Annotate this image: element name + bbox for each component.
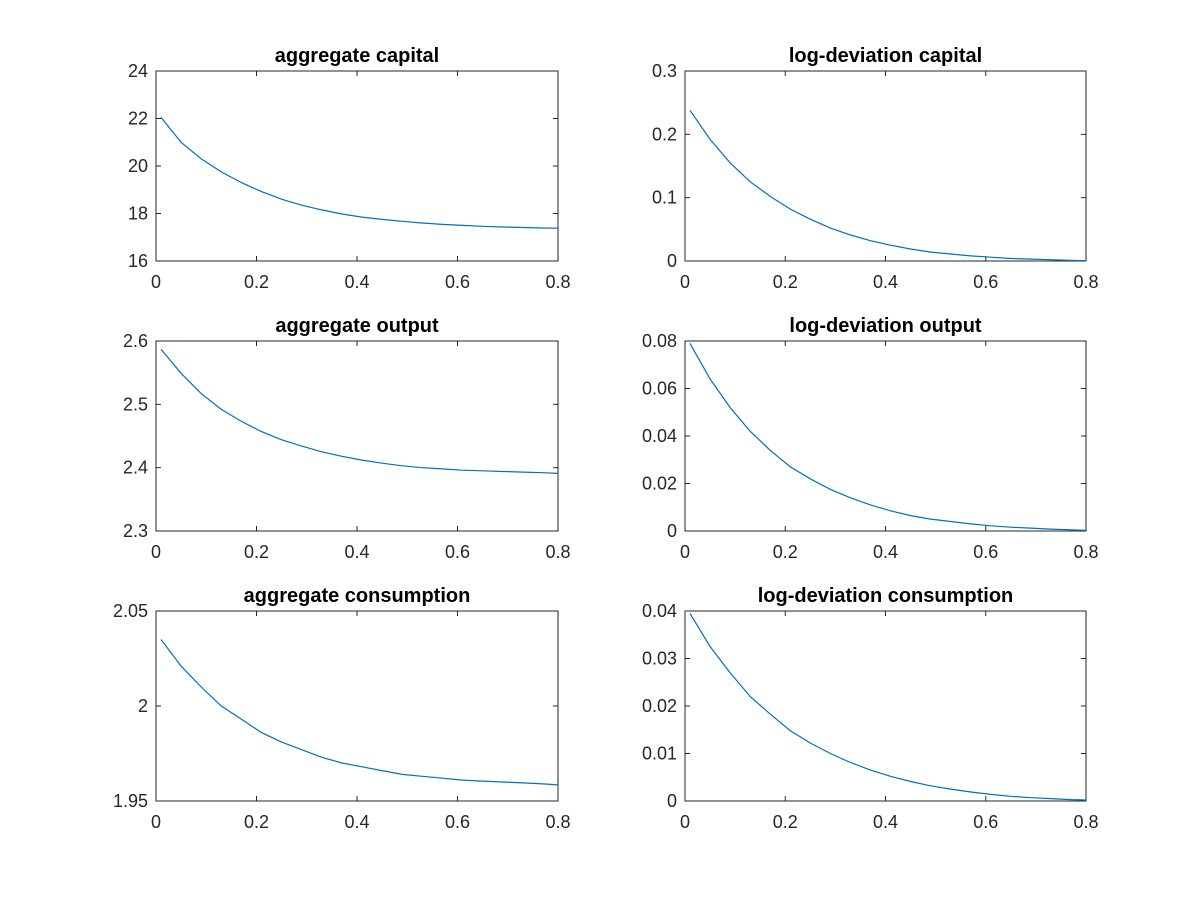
- y-tick-label: 0.02: [642, 474, 677, 494]
- y-tick-label: 2.05: [113, 601, 148, 621]
- x-tick-label: 0: [151, 812, 161, 832]
- axes-box: [155, 610, 559, 802]
- y-tick-label: 0.01: [642, 744, 677, 764]
- x-tick-label: 0.4: [344, 542, 369, 562]
- axes-box: [155, 340, 559, 532]
- x-tick-label: 0.4: [344, 812, 369, 832]
- y-tick-label: 2.4: [123, 458, 148, 478]
- y-tick-label: 0.04: [642, 601, 677, 621]
- y-tick-label: 0.2: [652, 124, 677, 144]
- x-tick-label: 0.8: [545, 272, 570, 292]
- x-tick-label: 0.4: [873, 272, 898, 292]
- series-line-1: [160, 348, 559, 474]
- subplot-6: 0 0.2 0.4 0.6 0.8 0 0.01 0.02 0.03 0.04 log-deviat…: [642, 585, 1099, 832]
- subplot-title: log-deviation output: [789, 315, 982, 337]
- y-tick-label: 16: [128, 251, 148, 271]
- x-tick-label: 0.6: [973, 272, 998, 292]
- x-tick-label: 0.8: [1073, 812, 1098, 832]
- subplot-title: log-deviation consumption: [758, 585, 1014, 607]
- x-tick-label: 0.8: [545, 542, 570, 562]
- series-line-1: [689, 613, 1087, 801]
- y-tick-label: 0: [667, 791, 677, 811]
- subplot-title: aggregate capital: [275, 45, 440, 67]
- y-tick-label: 0.03: [642, 649, 677, 669]
- x-tick-label: 0: [680, 542, 690, 562]
- x-tick-label: 0.2: [244, 812, 269, 832]
- subplot-3: 0 0.2 0.4 0.6 0.8 2.3 2.4 2.5 2.6 aggregate outpu…: [123, 315, 571, 562]
- axes-box: [684, 610, 1087, 802]
- series-line-1: [160, 116, 559, 229]
- x-tick-label: 0.6: [445, 812, 470, 832]
- y-tick-label: 20: [128, 156, 148, 176]
- y-tick-label: 1.95: [113, 791, 148, 811]
- x-tick-label: 0: [151, 542, 161, 562]
- subplot-5: 0 0.2 0.4 0.6 0.8 1.95 2 2.05 aggregate consumpt…: [113, 585, 571, 832]
- axes-box: [684, 340, 1087, 532]
- x-tick-label: 0.8: [545, 812, 570, 832]
- y-tick-label: 0.3: [652, 61, 677, 81]
- y-tick-label: 2.3: [123, 521, 148, 541]
- y-tick-label: 0.06: [642, 379, 677, 399]
- subplot-title: aggregate output: [275, 315, 439, 337]
- y-tick-label: 0: [667, 251, 677, 271]
- x-tick-label: 0.6: [445, 272, 470, 292]
- x-tick-label: 0: [680, 272, 690, 292]
- x-tick-label: 0.6: [973, 812, 998, 832]
- y-tick-label: 2: [138, 696, 148, 716]
- x-tick-label: 0.4: [873, 812, 898, 832]
- y-tick-label: 0.02: [642, 696, 677, 716]
- subplot-title: log-deviation capital: [789, 45, 982, 67]
- y-tick-label: 0.04: [642, 426, 677, 446]
- axes-box: [684, 70, 1087, 262]
- series-line-1: [160, 639, 559, 786]
- y-tick-label: 0: [667, 521, 677, 541]
- subplot-4: 0 0.2 0.4 0.6 0.8 0 0.02 0.04 0.06 0.08 log-deviat…: [642, 315, 1099, 562]
- x-tick-label: 0.2: [773, 542, 798, 562]
- subplot-1: 0 0.2 0.4 0.6 0.8 16 18 20 22 24 aggregate capital: [128, 45, 571, 292]
- y-tick-label: 2.6: [123, 331, 148, 351]
- x-tick-label: 0.2: [244, 542, 269, 562]
- series-line-1: [689, 109, 1087, 262]
- y-tick-label: 18: [128, 204, 148, 224]
- x-tick-label: 0.2: [244, 272, 269, 292]
- x-tick-label: 0.8: [1073, 272, 1098, 292]
- subplot-2: 0 0.2 0.4 0.6 0.8 0 0.1 0.2 0.3 log-deviation cap…: [652, 45, 1099, 292]
- x-tick-label: 0.6: [445, 542, 470, 562]
- x-tick-label: 0.4: [344, 272, 369, 292]
- x-tick-label: 0.8: [1073, 542, 1098, 562]
- y-tick-label: 2.5: [123, 394, 148, 414]
- series-line-1: [689, 343, 1087, 531]
- subplot-title: aggregate consumption: [244, 585, 471, 607]
- x-tick-label: 0.4: [873, 542, 898, 562]
- y-tick-label: 0.1: [652, 188, 677, 208]
- x-tick-label: 0.2: [773, 272, 798, 292]
- x-tick-label: 0.6: [973, 542, 998, 562]
- y-tick-label: 22: [128, 109, 148, 129]
- y-tick-label: 24: [128, 61, 148, 81]
- y-tick-label: 0.08: [642, 331, 677, 351]
- x-tick-label: 0: [680, 812, 690, 832]
- axes-box: [155, 70, 559, 262]
- x-tick-label: 0: [151, 272, 161, 292]
- x-tick-label: 0.2: [773, 812, 798, 832]
